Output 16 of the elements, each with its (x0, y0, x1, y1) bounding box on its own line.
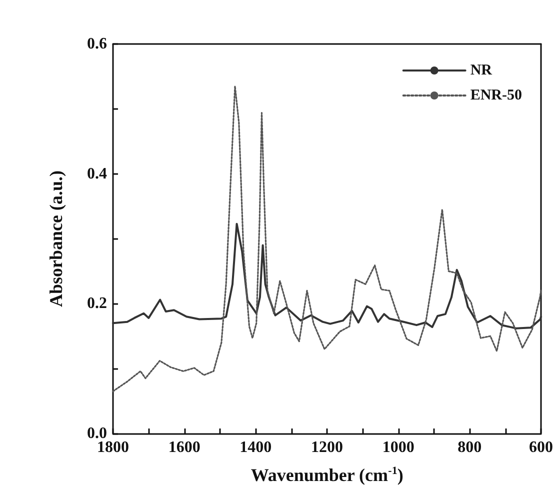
y-axis-title: Absorbance (a.u.) (46, 170, 66, 308)
x-tick-label: 1800 (97, 439, 129, 456)
legend-label: ENR-50 (470, 88, 522, 104)
x-tick-label: 1000 (382, 439, 414, 456)
legend-label: NR (470, 62, 492, 78)
line-series (112, 222, 542, 330)
x-tick-label: 1600 (168, 439, 200, 456)
x-tick-label: 600 (529, 439, 553, 456)
x-tick-label: 1200 (311, 439, 343, 456)
y-tick-label: 0.2 (87, 295, 107, 312)
x-tick-label: 800 (458, 439, 482, 456)
y-tick-label: 0.0 (87, 425, 107, 442)
x-tick-label: 1400 (240, 439, 272, 456)
y-tick-label: 0.6 (87, 36, 107, 52)
y-tick-label: 0.4 (87, 165, 107, 182)
line-series (112, 85, 542, 392)
